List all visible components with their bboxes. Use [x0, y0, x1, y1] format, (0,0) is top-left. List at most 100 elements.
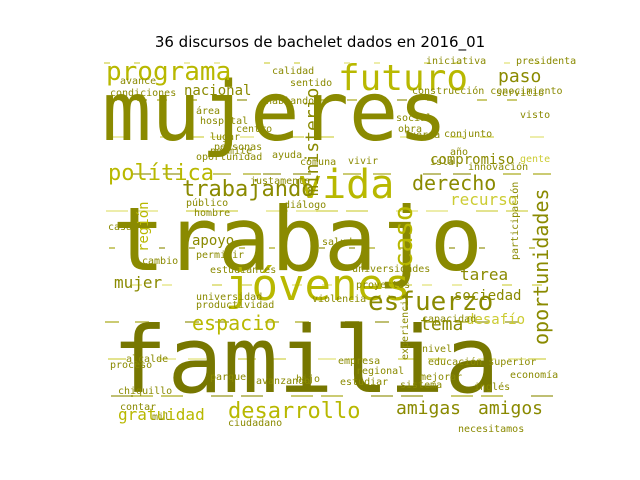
cloud-word: trabajando [182, 177, 314, 202]
filler-mark [291, 395, 313, 397]
filler-mark [214, 62, 220, 64]
filler-mark [316, 210, 338, 212]
cloud-word: calidad [272, 66, 314, 77]
filler-mark [402, 284, 412, 286]
cloud-word: productividad [196, 300, 274, 311]
cloud-word: chiquillo [118, 386, 172, 397]
filler-mark [186, 210, 208, 212]
filler-mark [263, 173, 281, 175]
filler-mark [369, 247, 375, 249]
filler-mark [347, 99, 357, 101]
filler-mark [240, 136, 254, 138]
cloud-word: economía [510, 369, 558, 381]
filler-mark [317, 99, 327, 101]
cloud-word: fuerza [404, 130, 440, 141]
filler-mark [104, 62, 110, 64]
filler-mark [370, 136, 384, 138]
filler-mark [106, 210, 128, 212]
cloud-word: lugar [210, 132, 240, 143]
filler-mark [161, 395, 183, 397]
filler-mark [320, 136, 334, 138]
filler-mark [157, 99, 167, 101]
cloud-word: programa [106, 57, 231, 87]
filler-mark [530, 136, 544, 138]
filler-mark [132, 284, 142, 286]
cloud-word: personas [214, 142, 262, 153]
filler-mark [215, 321, 229, 323]
filler-mark [372, 284, 382, 286]
cloud-word: mujer [114, 273, 163, 292]
figure-title: 36 discursos de bachelet dados en 2016_0… [154, 33, 486, 51]
cloud-word: desarrollo [228, 399, 360, 424]
filler-mark [425, 321, 439, 323]
cloud-word: ministerio [302, 88, 323, 196]
filler-mark [321, 395, 343, 397]
cloud-word: construcción conocimiento [412, 85, 563, 97]
cloud-word: condiciones [110, 88, 176, 99]
filler-mark [268, 358, 286, 360]
cloud-word: isla [430, 157, 454, 168]
cloud-word: paso [498, 66, 541, 87]
filler-mark [503, 173, 521, 175]
filler-mark [105, 321, 119, 323]
cloud-word: familia [112, 307, 500, 414]
filler-mark [451, 395, 473, 397]
filler-mark [476, 210, 498, 212]
cloud-word: desafío [466, 312, 525, 328]
cloud-word: proceso [110, 360, 152, 371]
filler-mark [131, 395, 153, 397]
cloud-word: universidad [196, 292, 262, 303]
filler-mark [424, 62, 430, 64]
cloud-word: parque [210, 372, 246, 383]
filler-mark [265, 321, 279, 323]
cloud-word: hombre [194, 208, 230, 219]
cloud-word: capacidad [422, 314, 476, 325]
filler-mark [529, 247, 535, 249]
filler-mark [375, 321, 389, 323]
filler-mark [295, 321, 309, 323]
filler-mark [158, 358, 176, 360]
filler-mark [502, 284, 512, 286]
cloud-word: visto [520, 110, 550, 121]
cloud-word: oportunidades [529, 188, 553, 345]
filler-mark [243, 173, 261, 175]
filler-mark [266, 210, 288, 212]
filler-mark [534, 62, 540, 64]
cloud-word: inglés [474, 381, 510, 393]
cloud-word: nacional [184, 83, 251, 99]
cloud-word: público [186, 197, 228, 209]
cloud-word: región [136, 201, 152, 252]
cloud-word: casa [108, 222, 132, 233]
cloud-word: tarea [460, 265, 508, 284]
cloud-word: diálogo [284, 199, 326, 211]
cloud-word: educación superior [428, 356, 536, 368]
cloud-word: estudiantes [210, 265, 276, 276]
cloud-word: regional [356, 366, 404, 377]
filler-mark [213, 173, 231, 175]
filler-mark [454, 62, 460, 64]
filler-mark [135, 321, 149, 323]
filler-mark [292, 284, 302, 286]
cloud-word: sistema [400, 380, 442, 391]
filler-mark [110, 136, 124, 138]
filler-mark [346, 210, 368, 212]
filler-mark [344, 62, 350, 64]
cloud-word: cambio [142, 256, 178, 267]
cloud-word: espacio [192, 311, 276, 335]
cloud-word: iniciativa [426, 56, 486, 67]
filler-mark [373, 173, 391, 175]
cloud-word: mejorar [420, 372, 462, 383]
filler-mark [318, 358, 336, 360]
cloud-word: hospital [200, 116, 248, 127]
cloud-word: amigos [478, 398, 543, 419]
cloud-word: empresa [338, 356, 380, 367]
filler-mark [371, 395, 393, 397]
cloud-word: vivir [348, 156, 378, 167]
cloud-word: violencia [312, 294, 366, 305]
filler-mark [322, 284, 332, 286]
filler-mark [481, 395, 503, 397]
filler-mark [507, 99, 517, 101]
cloud-word: servicio [496, 88, 544, 99]
filler-mark [293, 173, 311, 175]
